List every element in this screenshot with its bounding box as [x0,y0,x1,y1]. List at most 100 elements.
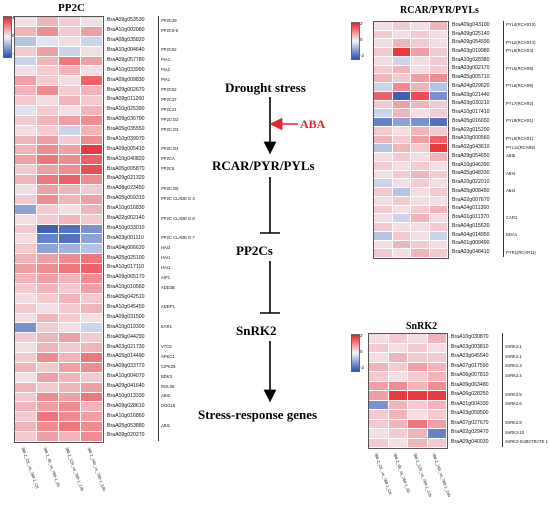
pp2c-cell [59,86,81,97]
snrk2-cell [369,381,389,391]
snrk2-gene-annotation: SnRK2.8 [505,420,522,426]
pp2c-cell [81,36,103,47]
pp2c-cell [59,185,81,195]
snrk2-cell [408,391,428,401]
snrk2-cell [388,334,408,344]
pp2c-title: PP2C [58,2,85,14]
rcar-cell [411,22,430,31]
pp2c-cell [37,96,59,106]
pp2c-cell [37,343,59,354]
rcar-cell [411,144,430,154]
snrk2-scale-max: 2 [360,333,363,338]
pp2c-cell [59,353,81,363]
rcar-cell [374,126,393,136]
pathway-aba: ABA [300,117,326,131]
snrk2-cell [427,410,447,420]
snrk2-gene-annotation: SnRK2.1 [505,353,522,359]
rcar-cell [374,56,393,66]
rcar-cell [392,161,411,171]
rcar-cell [429,153,448,162]
snrk2-gene-annotation: SnRK2.4 [505,372,522,378]
rcar-cell [374,196,393,206]
pp2c-cell [59,194,81,205]
rcar-cell [374,74,393,84]
rcar-gene-id: BraA04g014950 [452,231,490,238]
rcar-cell [429,91,448,101]
rcar-cell [429,30,448,40]
rcar-cell [411,161,430,171]
pp2c-gene-id: BraA10g016860 [107,412,145,419]
pp2c-cell [15,303,37,314]
pp2c-cell [15,432,37,442]
pp2c-cell [15,185,37,195]
rcar-gene-id: BraA05g048330 [452,170,490,177]
pp2c-gene-annotation: PP2C D4 [161,146,179,152]
rcar-cell [392,231,411,241]
pp2c-cell [15,86,37,97]
snrk2-gene-id: BraA06g007810 [451,372,489,379]
rcar-cell [411,39,430,49]
pp2c-cell [15,254,37,265]
pp2c-cell [81,273,103,284]
pp2c-cell [15,155,37,166]
pp2c-gene-annotation: PIA1 [161,77,171,83]
snrk2-cell [369,372,389,382]
rcar-cell [411,231,430,241]
pp2c-gene-annotation: BDK3 [161,373,172,379]
pp2c-cell [59,125,81,136]
pp2c-cell [81,194,103,205]
pp2c-gene-id: BraA09g044290 [107,333,145,340]
snrk2-cell [408,438,428,448]
rcar-cell [374,22,393,31]
snrk2-cell [388,419,408,429]
rcar-gene-annotation: PYL9(RCAR1) [506,135,534,141]
rcar-gene-id: BraA01g009490 [452,240,490,247]
rcar-cell [429,205,448,215]
pp2c-cell [15,402,37,413]
pp2c-cell [81,66,103,77]
pp2c-cell [59,66,81,77]
rcar-cell [429,231,448,241]
pp2c-cell [81,175,103,185]
pp2c-cell [59,412,81,423]
rcar-cell [411,30,430,40]
rcar-cell [374,135,393,145]
pp2c-cell [81,76,103,87]
rcar-annotation-bar [503,21,504,257]
rcar-cell [392,39,411,49]
pp2c-cell [81,343,103,354]
pp2c-cell [81,105,103,116]
pp2c-cell [59,382,81,393]
rcar-gene-id: BraA09g054590 [452,39,490,46]
pp2c-cell [81,392,103,403]
pp2c-cell [81,224,103,235]
pp2c-gene-annotation: HAI3 [161,245,171,251]
pp2c-cell [59,264,81,274]
pp2c-cell [81,362,103,373]
pp2c-cell [37,372,59,383]
rcar-cell [411,205,430,215]
pp2c-cell [15,66,37,77]
pp2c-gene-id: BraA10g010560 [107,284,145,291]
pp2c-cell [15,96,37,106]
snrk2-gene-id: BraA01g004330 [451,400,489,407]
snrk2-cell [408,400,428,410]
pp2c-cell [37,135,59,146]
pp2c-cell [81,382,103,393]
snrk2-cell [388,400,408,410]
snrk2-annotation-bar [502,333,503,447]
pp2c-cell [59,372,81,383]
pp2c-cell [59,165,81,176]
snrk2-gene-id: BraA03g059500 [451,410,489,417]
rcar-cell [374,65,393,75]
rcar-cell [411,240,430,250]
pp2c-gene-id: BraA10g016830 [107,205,145,212]
pp2c-cell [15,26,37,37]
rcar-cell [392,91,411,101]
pathway-receptors: RCAR/PYR/PYLs [212,158,315,173]
pp2c-cell [37,185,59,195]
rcar-cell [429,144,448,154]
pp2c-cell [81,323,103,334]
pp2c-cell [37,293,59,304]
